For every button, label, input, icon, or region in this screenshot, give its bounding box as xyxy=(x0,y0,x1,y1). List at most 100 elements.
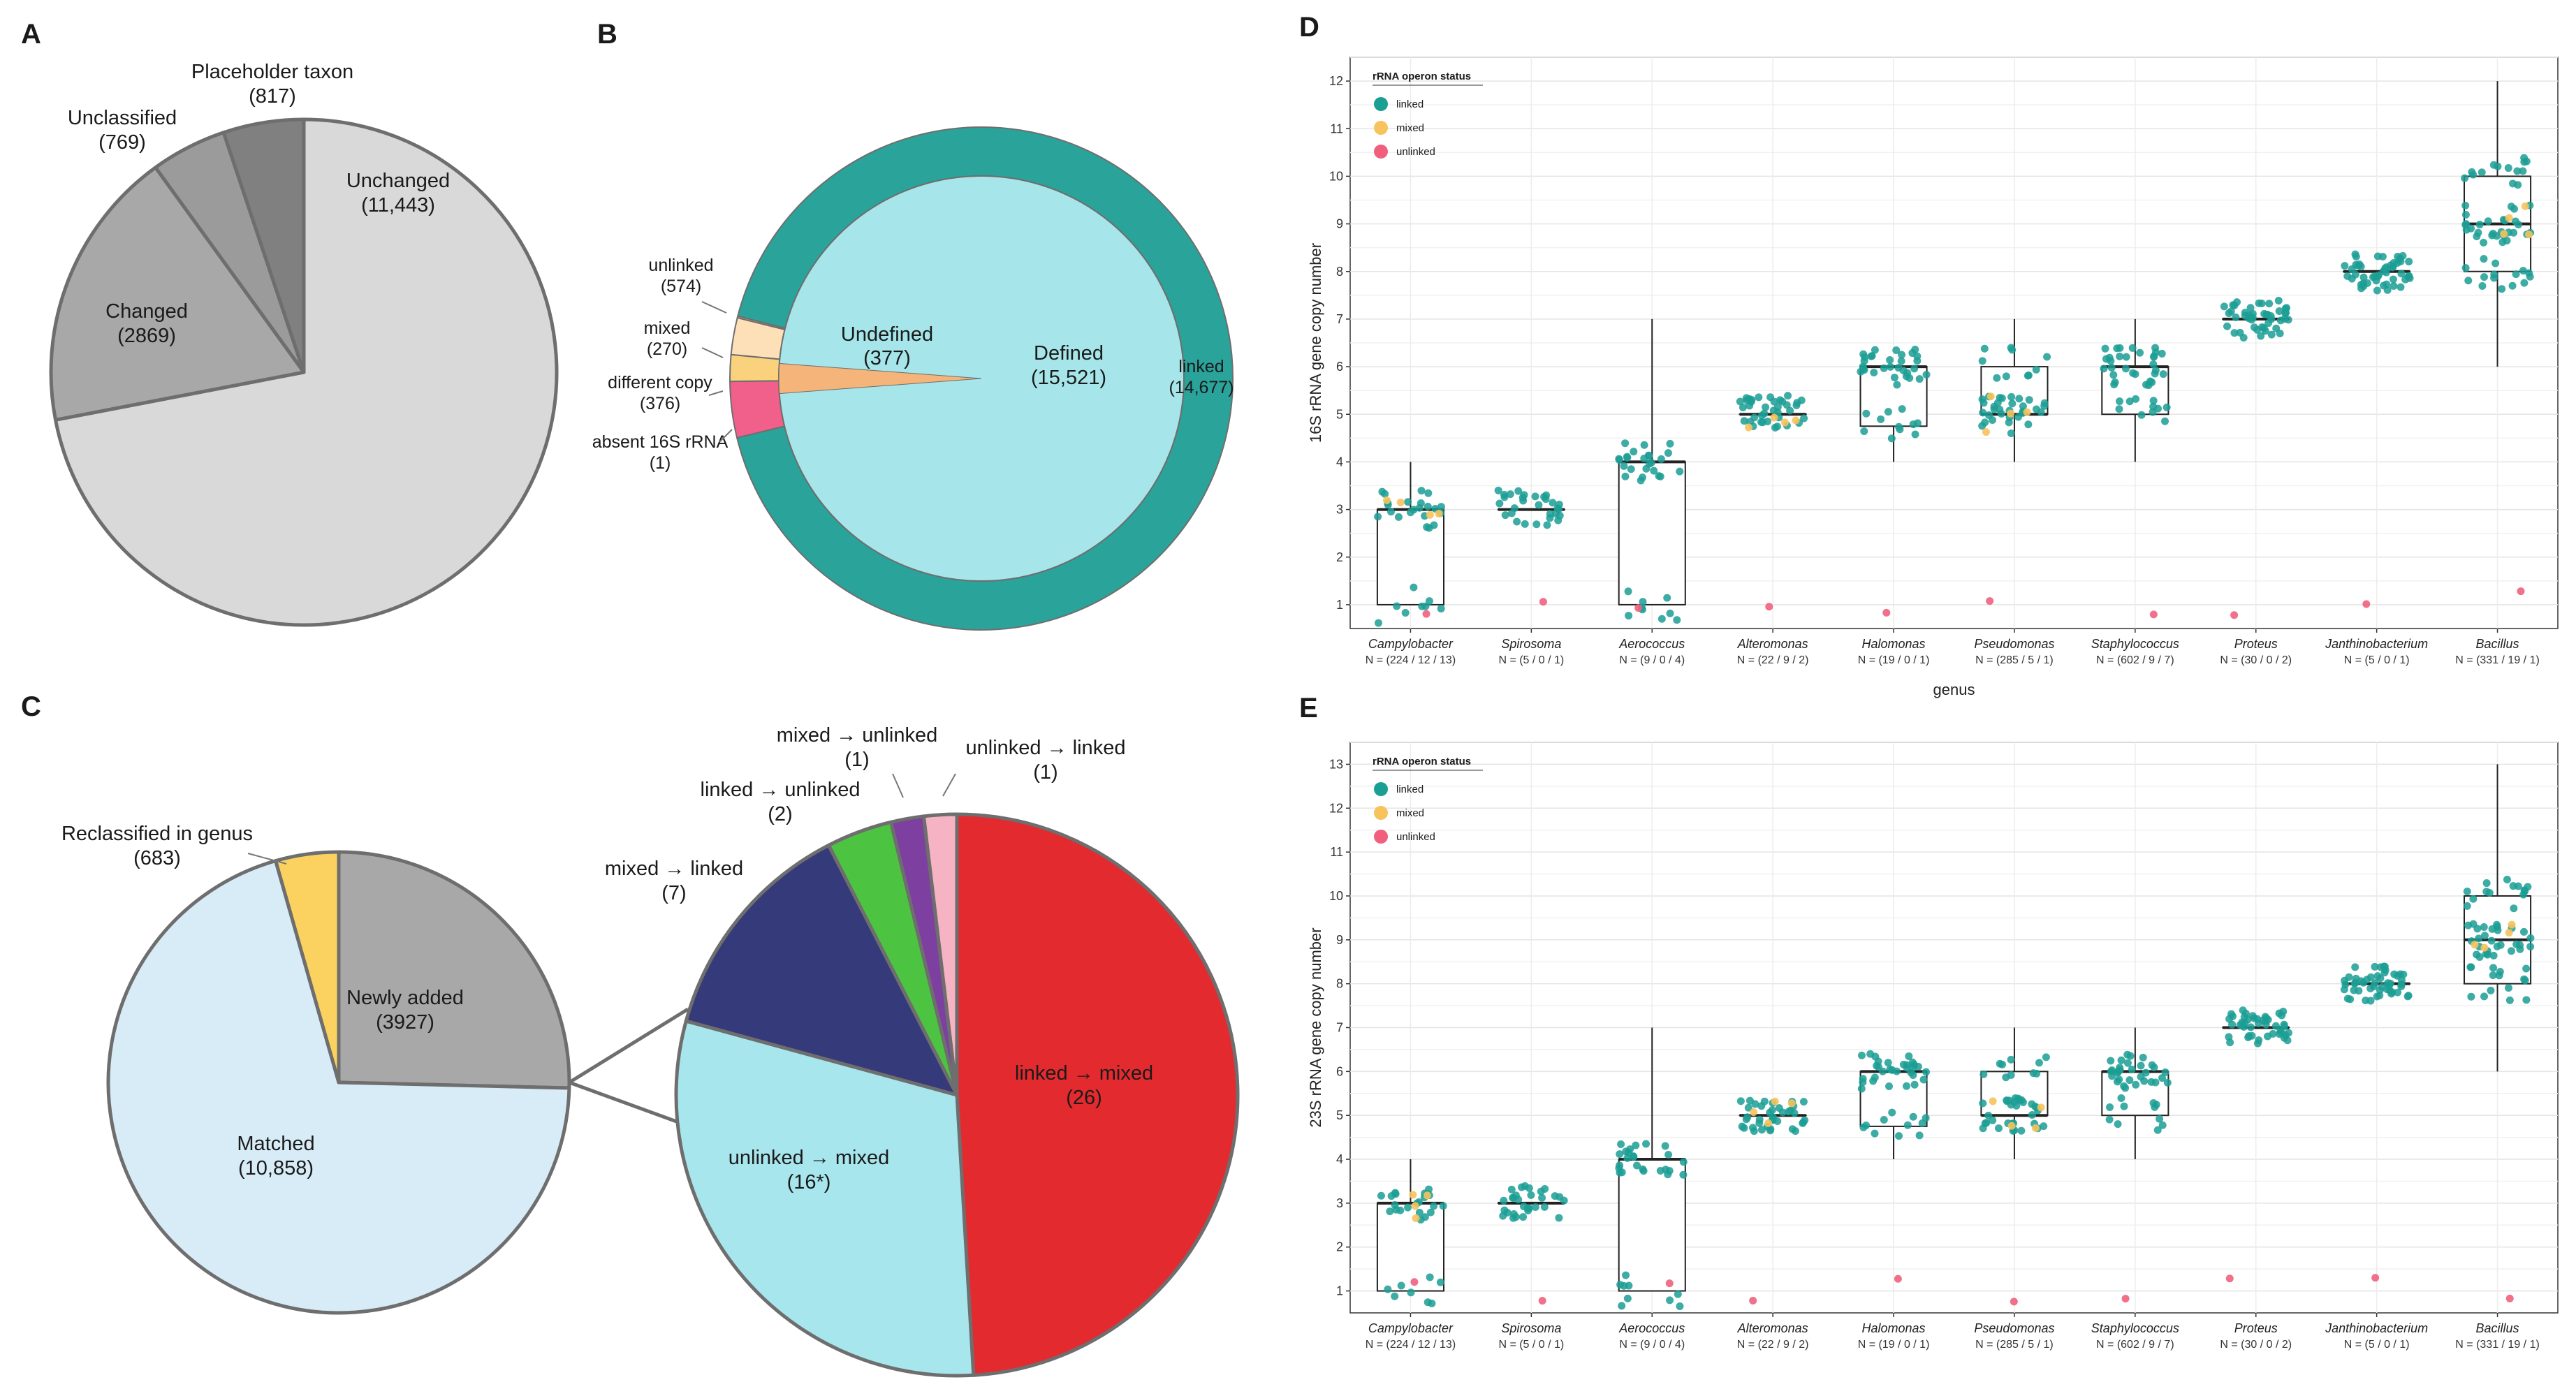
data-point xyxy=(1762,403,1770,411)
data-point xyxy=(2025,396,2033,404)
data-point xyxy=(1637,476,1645,485)
data-point xyxy=(1437,503,1445,511)
data-point xyxy=(1507,509,1516,517)
data-point xyxy=(2227,307,2235,316)
panel-a-pie xyxy=(49,117,559,627)
data-point xyxy=(1394,513,1403,521)
data-point xyxy=(2233,298,2241,307)
y-tick-label: 8 xyxy=(1336,265,1343,279)
data-point xyxy=(1436,1278,1444,1286)
data-point xyxy=(2371,1274,2380,1282)
data-point xyxy=(1556,1193,1564,1201)
pie-slice-unchanged xyxy=(54,117,559,627)
y-tick-label: 7 xyxy=(1336,312,1343,326)
data-point xyxy=(1521,1182,1529,1190)
data-point xyxy=(1903,1121,1912,1129)
data-point xyxy=(2388,988,2396,997)
data-point xyxy=(2507,947,2515,955)
data-point xyxy=(2503,237,2511,245)
data-point xyxy=(1766,1125,1775,1133)
data-point xyxy=(2158,1074,2167,1082)
data-point xyxy=(2162,403,2171,411)
data-point xyxy=(2246,304,2255,312)
data-point xyxy=(1538,1297,1546,1305)
data-point xyxy=(1639,598,1647,606)
data-point xyxy=(2488,231,2496,240)
data-point xyxy=(1908,349,1917,358)
data-point xyxy=(2526,934,2535,942)
data-point xyxy=(1642,1140,1651,1148)
data-point xyxy=(1993,374,2001,382)
data-point xyxy=(1407,1288,1415,1297)
data-point xyxy=(1909,1071,1917,1079)
data-point xyxy=(2359,282,2368,291)
data-point xyxy=(2137,411,2146,419)
detail-label-linked-unlinked: linked → unlinked xyxy=(701,779,861,801)
data-point xyxy=(1887,434,1896,443)
data-point xyxy=(2128,344,2137,352)
data-point xyxy=(1981,418,1989,427)
data-point xyxy=(2132,395,2140,403)
data-point xyxy=(1800,414,1808,422)
data-point xyxy=(2105,1115,2114,1124)
data-point xyxy=(1519,497,1528,505)
data-point xyxy=(2389,275,2397,284)
y-tick-label: 3 xyxy=(1336,1196,1343,1210)
data-point xyxy=(2121,1295,2130,1303)
data-point xyxy=(1857,1085,1866,1093)
data-point xyxy=(2002,1073,2010,1082)
leader-line xyxy=(701,301,727,314)
data-point xyxy=(2276,316,2285,325)
sample-size-label: N = (331 / 19 / 1) xyxy=(2455,1339,2540,1351)
pie-slice-newly-added xyxy=(337,850,571,1090)
data-point xyxy=(2142,381,2151,389)
y-tick-label: 9 xyxy=(1336,933,1343,947)
data-point xyxy=(1674,1290,1682,1298)
data-point xyxy=(2043,353,2051,361)
data-point xyxy=(2463,902,2471,910)
data-point xyxy=(2489,964,2498,972)
data-point xyxy=(2151,1103,2159,1111)
data-point xyxy=(1884,1059,1892,1067)
data-point xyxy=(1426,510,1434,519)
data-point xyxy=(1391,1292,1399,1300)
data-point xyxy=(1771,1097,1779,1105)
data-point xyxy=(2521,976,2529,985)
data-point xyxy=(1788,1125,1796,1133)
data-point xyxy=(2383,286,2392,294)
data-point xyxy=(2230,611,2239,619)
detail-value-unlinked-mixed: (16*) xyxy=(787,1171,831,1193)
x-tick-label: Janthinobacterium xyxy=(2325,637,2428,651)
data-point xyxy=(1979,1124,1987,1133)
data-point xyxy=(1880,364,1888,372)
data-point xyxy=(2253,1015,2262,1023)
data-point xyxy=(2132,1080,2140,1089)
panel-c-pies xyxy=(106,812,1240,1378)
y-tick-label: 9 xyxy=(1336,217,1343,231)
data-point xyxy=(1425,1185,1433,1193)
y-tick-label: 2 xyxy=(1336,550,1343,564)
data-point xyxy=(1801,1116,1809,1124)
data-point xyxy=(1393,602,1401,610)
sample-size-label: N = (22 / 9 / 2) xyxy=(1737,1339,1809,1351)
data-point xyxy=(1621,439,1630,448)
main-value-reclassified: (683) xyxy=(133,847,181,869)
data-point xyxy=(2503,875,2511,883)
data-point xyxy=(2271,1022,2280,1030)
data-point xyxy=(1745,423,1753,432)
data-point xyxy=(2149,397,2158,405)
data-point xyxy=(2280,1034,2288,1042)
data-point xyxy=(1744,1103,1752,1112)
data-point xyxy=(2007,392,2016,401)
data-point xyxy=(2159,370,2167,379)
main-label-newly-added: Newly added xyxy=(346,987,464,1009)
data-point xyxy=(1894,1274,1902,1283)
data-point xyxy=(2510,904,2518,913)
data-point xyxy=(1664,1151,1673,1159)
main-label-reclassified: Reclassified in genus xyxy=(61,823,253,845)
data-point xyxy=(1773,403,1782,411)
data-point xyxy=(1623,1294,1632,1302)
data-point xyxy=(1870,369,1878,377)
data-point xyxy=(1418,602,1426,610)
